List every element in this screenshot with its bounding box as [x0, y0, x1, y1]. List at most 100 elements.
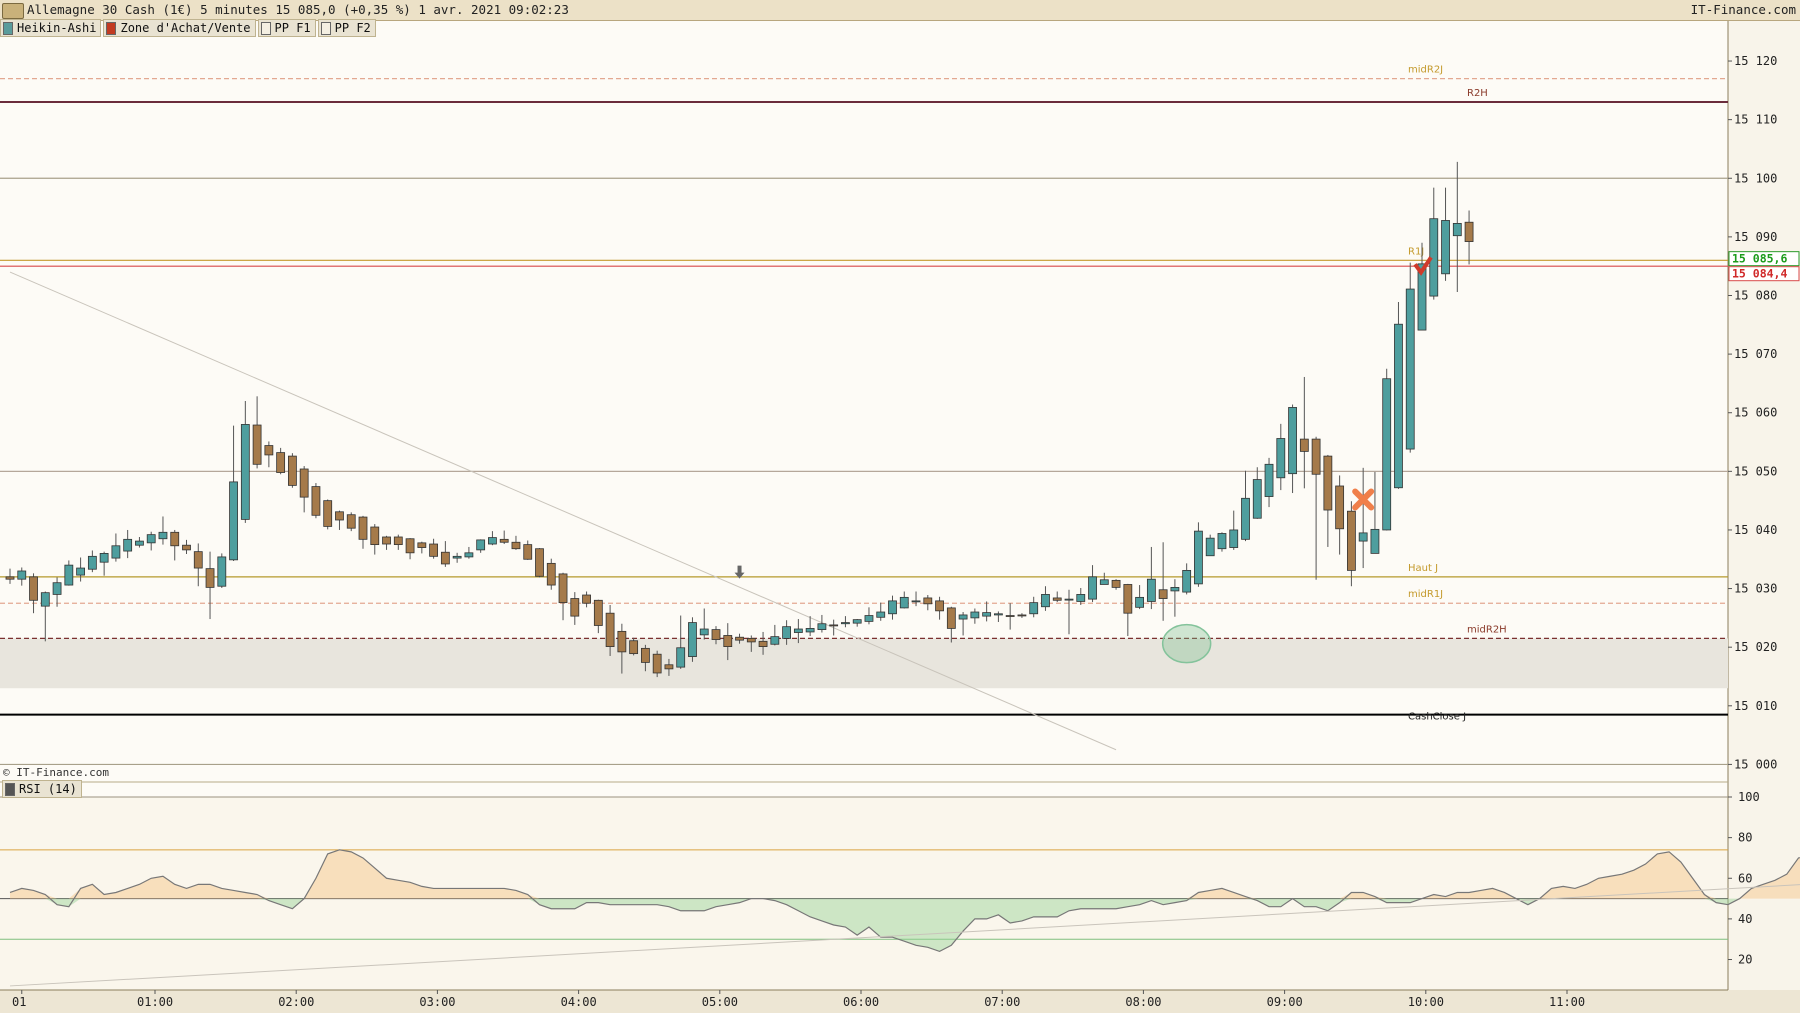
bullish-candle: [793, 628, 803, 633]
legend-label: PP F2: [334, 21, 371, 35]
legend-heikin-ashi[interactable]: Heikin-Ashi: [0, 19, 102, 37]
bearish-candle: [193, 551, 203, 569]
bullish-candle: [64, 564, 74, 586]
level-label: midR1J: [1408, 589, 1443, 600]
time-tick-label: 04:00: [561, 995, 597, 1009]
bearish-candle: [170, 531, 180, 547]
bullish-candle: [1217, 533, 1227, 550]
bullish-candle: [1041, 594, 1050, 608]
rsi-tick-label: 80: [1738, 831, 1752, 845]
bullish-candle: [805, 628, 815, 633]
bearish-candle: [829, 624, 839, 627]
bearish-candle: [311, 486, 321, 516]
bullish-candle: [1394, 323, 1403, 489]
indicator-legend: Heikin-Ashi Zone d'Achat/Vente PP F1 PP …: [0, 19, 378, 37]
time-tick-label: 11:00: [1549, 995, 1585, 1009]
bullish-candle: [1088, 576, 1097, 600]
bearish-candle: [335, 511, 344, 521]
rsi-oversold-fill: [10, 898, 1800, 952]
bearish-candle: [1123, 584, 1133, 614]
bearish-candle: [370, 526, 380, 546]
bearish-candle: [935, 600, 944, 612]
bullish-candle: [1452, 222, 1462, 237]
last-price-box: [1728, 266, 1800, 282]
bearish-candle: [29, 576, 38, 601]
rsi-label: RSI (14): [19, 782, 77, 796]
bearish-candle: [182, 544, 191, 551]
bearish-candle: [664, 664, 674, 670]
bearish-candle: [641, 647, 650, 663]
bullish-candle: [911, 600, 921, 603]
bearish-candle: [723, 635, 733, 647]
rsi-swatch-icon: [5, 782, 15, 796]
rsi-line: [9, 849, 1800, 953]
bearish-candle: [264, 445, 274, 456]
bearish-candle: [276, 452, 286, 473]
bearish-candle: [629, 640, 639, 655]
price-tick-label: 15 100: [1734, 171, 1777, 185]
bullish-candle: [1370, 528, 1380, 554]
time-tick-label: 10:00: [1408, 995, 1444, 1009]
bullish-candle: [87, 555, 97, 570]
bullish-candle: [970, 611, 980, 619]
bullish-candle: [994, 613, 1003, 616]
legend-label: PP F1: [274, 21, 311, 35]
bearish-candle: [5, 576, 15, 580]
level-label: midR2H: [1467, 624, 1507, 635]
bullish-candle: [111, 545, 121, 559]
bearish-candle: [417, 542, 427, 548]
bearish-candle: [652, 653, 662, 674]
pp-f2-swatch-icon: [320, 21, 331, 35]
bearish-candle: [546, 562, 556, 586]
price-axis-background: [1728, 20, 1800, 990]
bullish-candle: [864, 615, 874, 622]
bullish-candle: [782, 626, 791, 639]
time-tick-label: 09:00: [1267, 995, 1303, 1009]
bearish-candle: [1311, 438, 1321, 475]
rsi-tick-label: 60: [1738, 871, 1752, 885]
bearish-candle: [558, 573, 568, 604]
time-tick-label: 06:00: [843, 995, 879, 1009]
bearish-candle: [1158, 589, 1168, 599]
bullish-candle: [1170, 586, 1180, 592]
bearish-candle: [1005, 615, 1015, 617]
bearish-candle: [1111, 579, 1121, 588]
zone-swatch-icon: [106, 21, 117, 35]
bullish-candle: [135, 540, 144, 546]
last-price-box: [1728, 251, 1800, 267]
buy-check-icon: [1413, 256, 1433, 276]
time-axis-background: [0, 990, 1800, 1013]
down-arrow-icon: [734, 565, 745, 579]
legend-pp-f1[interactable]: PP F1: [257, 19, 316, 37]
legend-zone-achat-vente[interactable]: Zone d'Achat/Vente: [103, 19, 256, 37]
legend-pp-f2[interactable]: PP F2: [317, 19, 376, 37]
bullish-candle: [958, 614, 968, 620]
bearish-candle: [746, 637, 756, 643]
legend-label: Zone d'Achat/Vente: [120, 21, 251, 35]
last-price-label: 15 085,6: [1732, 252, 1787, 266]
rsi-legend[interactable]: RSI (14): [2, 780, 82, 798]
bullish-candle: [1194, 530, 1203, 585]
app-logo: [2, 3, 24, 19]
bullish-candle: [76, 567, 85, 576]
bearish-candle: [593, 599, 603, 626]
bullish-candle: [1382, 378, 1392, 531]
price-tick-label: 15 020: [1734, 640, 1777, 654]
bullish-candle: [1441, 220, 1450, 275]
bearish-candle: [535, 548, 544, 577]
bullish-candle: [1099, 579, 1109, 585]
bullish-candle: [1358, 532, 1368, 542]
time-tick-label: 01: [12, 995, 26, 1009]
bullish-candle: [1405, 288, 1415, 450]
level-label: R1J: [1408, 246, 1424, 257]
bullish-candle: [1241, 497, 1250, 540]
bearish-candle: [570, 598, 580, 617]
bearish-candle: [440, 551, 450, 565]
price-tick-label: 15 110: [1734, 113, 1777, 127]
bullish-candle: [1076, 594, 1086, 602]
rsi-tick-label: 20: [1738, 953, 1752, 967]
bearish-candle: [252, 424, 262, 465]
heikin-ashi-swatch-icon: [3, 21, 13, 35]
bearish-candle: [605, 612, 615, 647]
bullish-candle: [876, 611, 886, 618]
